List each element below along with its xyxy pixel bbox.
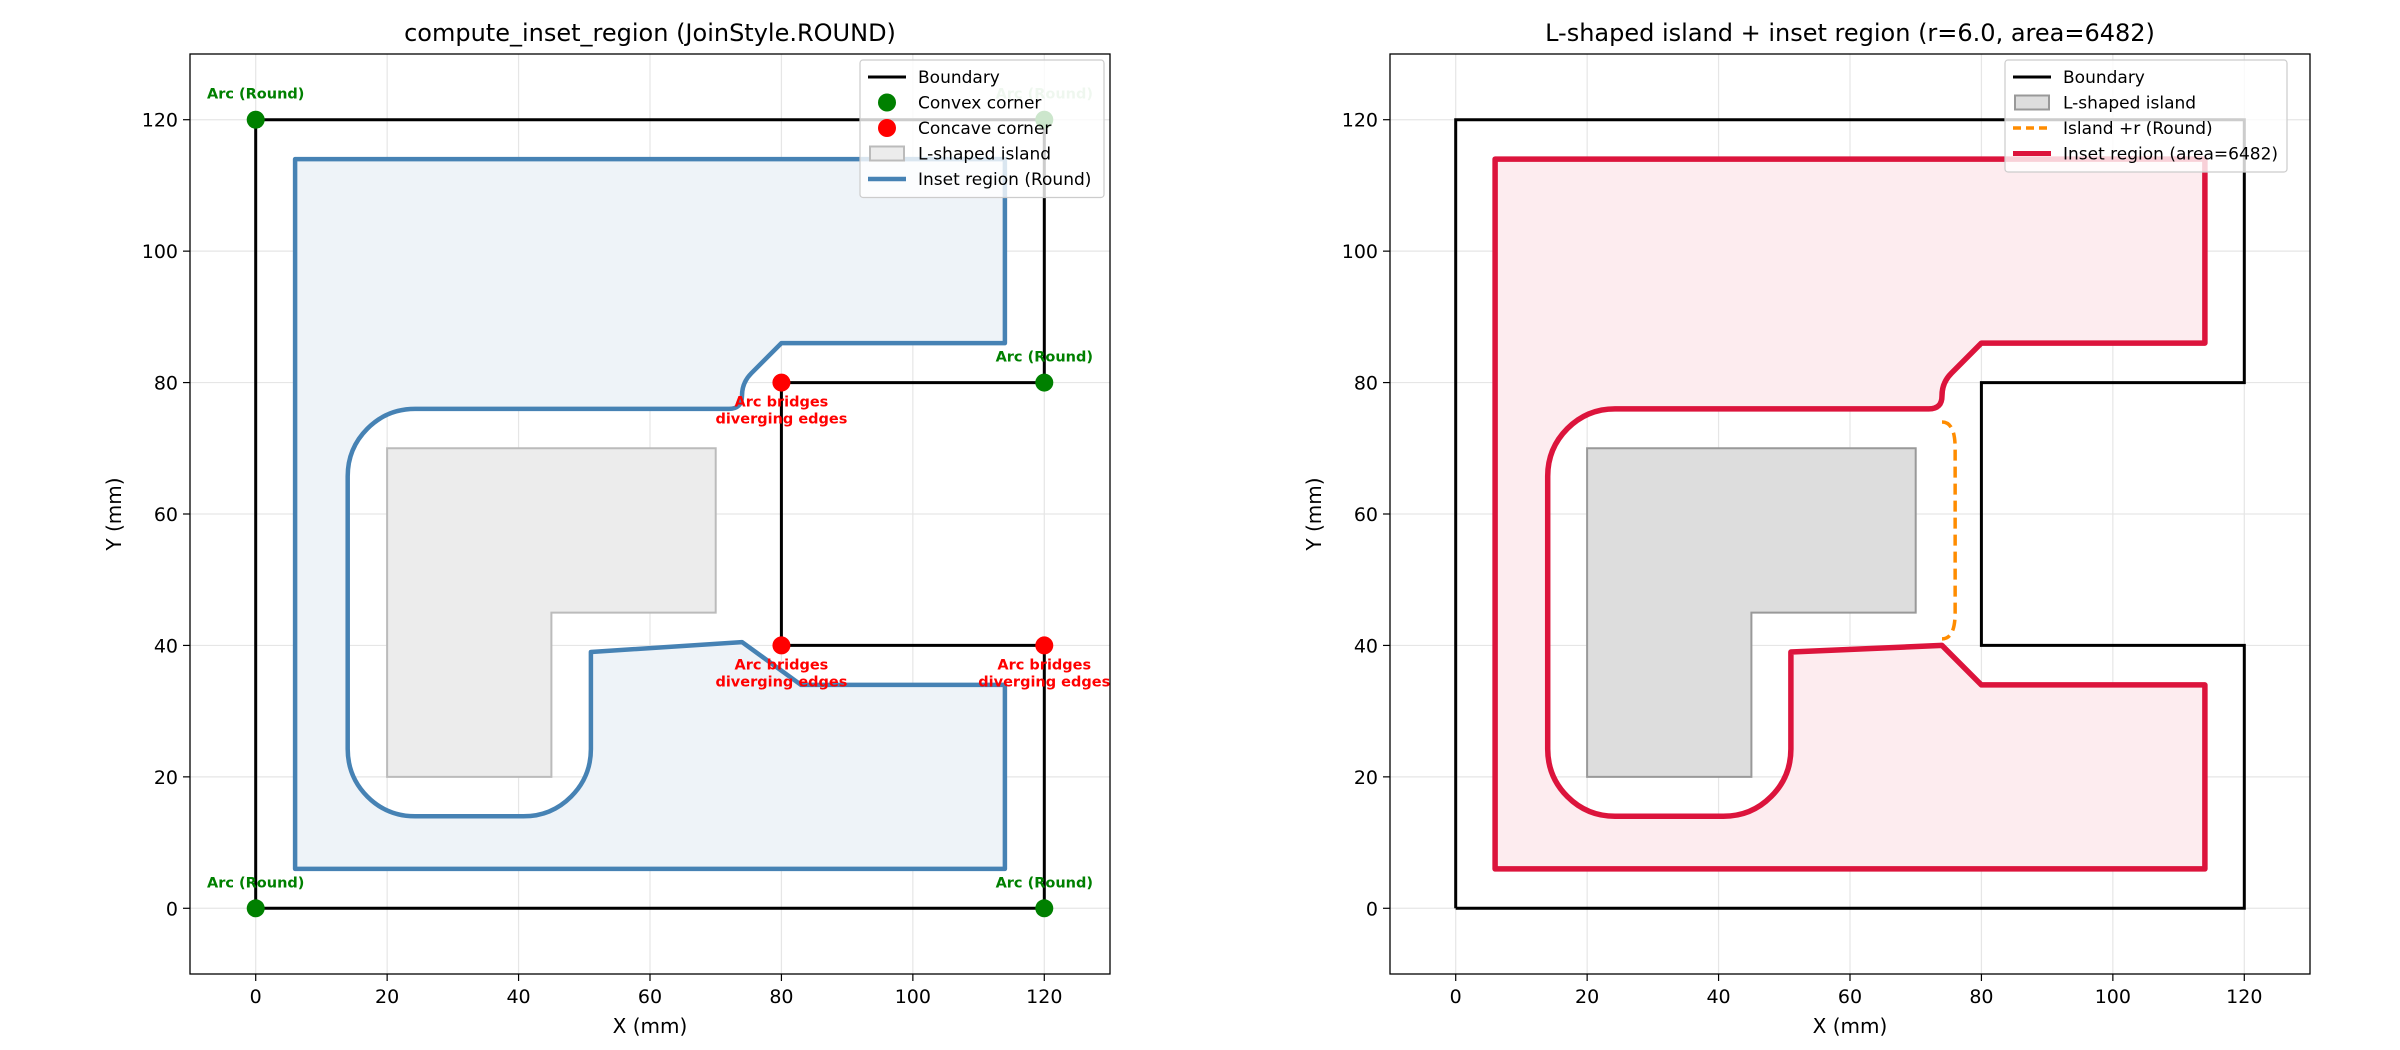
right-inset-fill [1495,159,2205,869]
concave-annotation-label: Arc bridges [997,657,1091,673]
convex-annotation-label: Arc (Round) [207,875,304,891]
x-tick-label: 0 [250,986,262,1008]
left-chart-panel: compute_inset_region (JoinStyle.ROUND) A… [102,19,1111,1038]
legend-marker-swatch [878,119,896,137]
legend-patch-swatch [2014,94,2050,111]
legend-label: Boundary [2063,68,2145,88]
x-tick-label: 100 [895,986,931,1008]
y-tick-label: 100 [1342,241,1378,263]
x-tick-label: 120 [2226,986,2262,1008]
y-tick-label: 0 [1366,898,1378,920]
y-tick-label: 120 [142,110,178,132]
legend-box [859,59,1105,199]
convex-corner-marker [246,899,265,918]
left-y-axis-label: Y (mm) [102,477,126,551]
concave-annotation-label: diverging edges [715,412,847,428]
right-island-shape [1586,447,1917,778]
legend-label: Concave corner [918,119,1051,139]
concave-annotation-label: Arc bridges [735,395,829,411]
x-tick-label: 80 [1969,986,1993,1008]
left-inset-outline [292,156,1008,872]
left-island-shape [386,447,717,778]
legend-label: Convex corner [918,94,1041,114]
y-tick-label: 60 [154,504,178,526]
right-inset-outline [1492,156,2208,872]
y-tick-label: 80 [1354,373,1378,395]
right-y-axis-label: Y (mm) [1302,477,1326,551]
x-tick-label: 60 [638,986,662,1008]
left-plot-area [246,110,1054,918]
concave-corner-marker [772,636,791,655]
y-tick-label: 120 [1342,110,1378,132]
y-tick-label: 80 [154,373,178,395]
convex-corner-marker [246,110,265,129]
concave-annotation-label: diverging edges [715,674,847,690]
right-boundary-line [1454,118,2246,910]
concave-annotation-label: diverging edges [978,674,1110,690]
x-tick-label: 0 [1450,986,1462,1008]
convex-corner-marker [1035,373,1054,392]
right-x-axis-label: X (mm) [1813,1014,1888,1038]
y-tick-label: 20 [154,767,178,789]
y-tick-label: 40 [154,635,178,657]
y-tick-label: 60 [1354,504,1378,526]
legend-patch-swatch [869,145,905,162]
convex-annotation-label: Arc (Round) [996,875,1093,891]
concave-annotation-label: Arc bridges [735,657,829,673]
y-tick-label: 20 [1354,767,1378,789]
y-tick-label: 40 [1354,635,1378,657]
right-axis-ticks: 0 20 40 60 80 100 120 0 20 40 60 80 100 120 [1342,110,2263,1008]
left-chart-title: compute_inset_region (JoinStyle.ROUND) [404,19,896,47]
x-tick-label: 40 [506,986,530,1008]
legend-label: L-shaped island [2063,94,2196,114]
legend-label: Inset region (area=6482) [2063,145,2278,165]
y-tick-label: 0 [166,898,178,920]
right-chart-panel: L-shaped island + inset region (r=6.0, a… [1302,19,2311,1038]
x-tick-label: 80 [769,986,793,1008]
y-tick-label: 100 [142,241,178,263]
concave-corner-marker [1035,636,1054,655]
x-tick-label: 100 [2095,986,2131,1008]
x-tick-label: 60 [1838,986,1862,1008]
x-tick-label: 20 [375,986,399,1008]
x-tick-label: 20 [1575,986,1599,1008]
concave-corner-marker [772,373,791,392]
left-axis-ticks: 0 20 40 60 80 100 120 0 20 40 60 80 100 120 [142,110,1063,1008]
x-tick-label: 40 [1706,986,1730,1008]
legend-label: Island +r (Round) [2063,119,2213,139]
left-x-axis-label: X (mm) [613,1014,688,1038]
convex-annotation-label: Arc (Round) [207,87,304,103]
legend-label: Boundary [918,68,1000,88]
x-tick-label: 120 [1026,986,1062,1008]
legend-marker-swatch [878,93,896,112]
legend-label: L-shaped island [918,145,1051,165]
right-island-offset-arc [1941,420,1957,641]
legend-label: Inset region (Round) [918,170,1091,190]
legend-box [2004,59,2288,173]
left-annotations: Arc (Round) Arc (Round) Arc (Round) Arc (Ro… [207,87,1110,892]
right-chart-title: L-shaped island + inset region (r=6.0, a… [1545,19,2155,47]
right-plot-area [1454,118,2246,910]
left-legend: Boundary Convex corner Concave corner L-sha… [859,59,1105,199]
left-inset-fill [295,159,1005,869]
right-legend: Boundary L-shaped island Island +r (Round)… [2004,59,2288,173]
convex-annotation-label: Arc (Round) [996,350,1093,366]
convex-corner-marker [1035,899,1054,918]
